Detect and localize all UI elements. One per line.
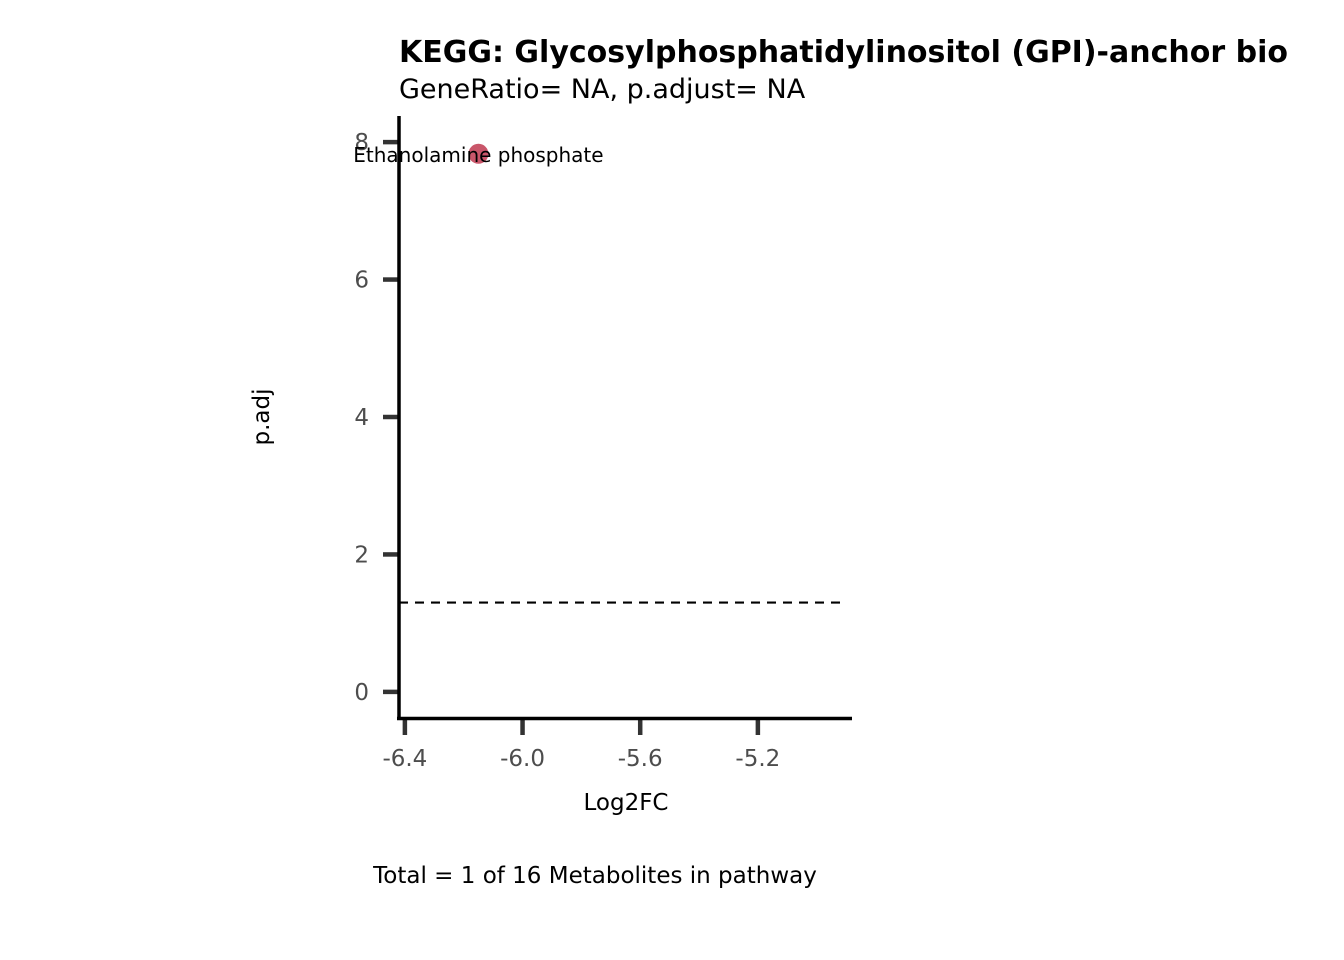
- y-tick-label: 6: [354, 268, 369, 294]
- y-tick-label: 8: [354, 130, 369, 156]
- data-point-label: Ethanolamine phosphate: [353, 143, 603, 167]
- data-point: [468, 143, 489, 164]
- y-axis-title: p.adj: [249, 389, 275, 446]
- chart-caption: Total = 1 of 16 Metabolites in pathway: [372, 863, 817, 889]
- chart-title: KEGG: Glycosylphosphatidylinositol (GPI)…: [399, 35, 1288, 70]
- chart-subtitle: GeneRatio= NA, p.adjust= NA: [399, 74, 806, 105]
- y-tick-label: 4: [354, 405, 369, 431]
- y-tick-label: 0: [354, 680, 369, 706]
- x-tick-label: -5.6: [618, 746, 663, 772]
- x-axis-title: Log2FC: [583, 790, 668, 816]
- plot-area: 0 2 4 6 8 -6.4 -6.0 -5.6 -5.2 Ethanolamine phosph…: [353, 130, 845, 772]
- y-tick-label: 2: [354, 542, 369, 568]
- x-tick-label: -5.2: [735, 746, 780, 772]
- x-tick-label: -6.4: [382, 746, 427, 772]
- x-tick-label: -6.0: [500, 746, 545, 772]
